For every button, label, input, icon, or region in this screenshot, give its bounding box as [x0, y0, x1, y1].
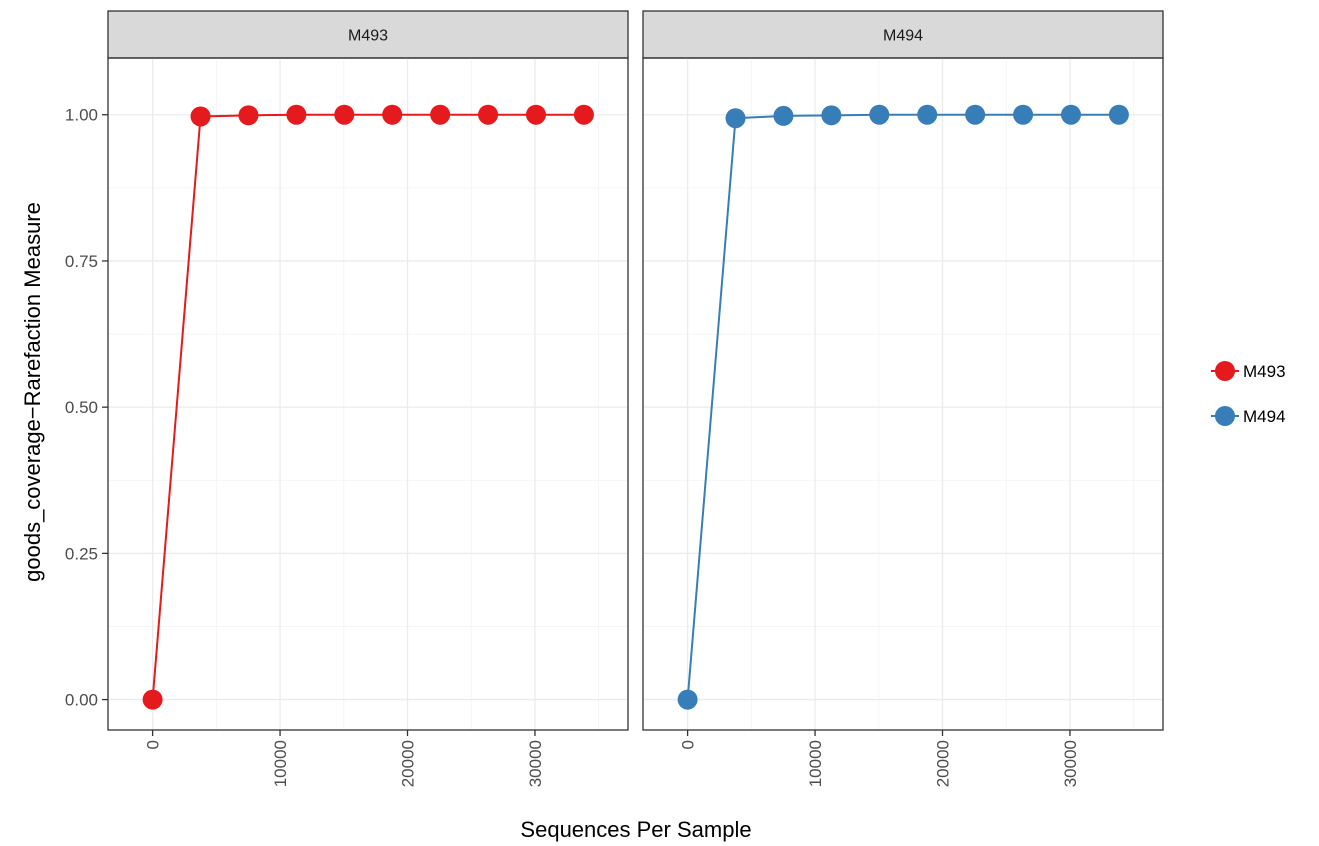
legend-item-m494: M494: [1211, 406, 1286, 426]
facet-strip-label: M494: [883, 28, 923, 45]
panel-m493: M493 0 10000 20000 30000 0.00 0.25 0.50 0.75 1.00: [65, 11, 628, 787]
x-tick-label: 0: [679, 740, 698, 749]
x-tick-label: 10000: [806, 740, 825, 787]
data-point: [191, 106, 211, 126]
panel-border: [643, 58, 1163, 730]
data-point: [1109, 105, 1129, 125]
data-point: [238, 105, 258, 125]
data-point: [869, 105, 889, 125]
data-point: [1013, 105, 1033, 125]
legend-key-point: [1215, 361, 1235, 381]
legend-label: M493: [1243, 362, 1286, 381]
x-tick-label: 0: [144, 740, 163, 749]
data-point: [821, 105, 841, 125]
data-point: [574, 105, 594, 125]
legend-item-m493: M493: [1211, 361, 1286, 381]
data-point: [1061, 105, 1081, 125]
x-tick-label: 20000: [934, 740, 953, 787]
data-point: [286, 105, 306, 125]
facet-strip-label: M493: [348, 28, 388, 45]
data-point: [478, 105, 498, 125]
x-tick-label: 30000: [526, 740, 545, 787]
data-point: [965, 105, 985, 125]
y-tick-label: 0.25: [65, 544, 98, 563]
y-tick-label: 1.00: [65, 106, 98, 125]
data-point: [526, 105, 546, 125]
x-axis-title: Sequences Per Sample: [520, 817, 751, 842]
data-point: [678, 690, 698, 710]
x-tick-label: 30000: [1061, 740, 1080, 787]
data-point: [726, 108, 746, 128]
x-tick-label: 10000: [271, 740, 290, 787]
data-point: [430, 105, 450, 125]
panel-m494: M494 0 10000 20000 30000: [643, 11, 1163, 787]
legend-label: M494: [1243, 407, 1286, 426]
data-point: [773, 106, 793, 126]
legend-key-point: [1215, 406, 1235, 426]
data-point: [143, 690, 163, 710]
y-tick-label: 0.00: [65, 691, 98, 710]
panels: M493 0 10000 20000 30000 0.00 0.25 0.50 0.75 1.00…: [65, 11, 1163, 787]
y-tick-label: 0.75: [65, 252, 98, 271]
data-point: [917, 105, 937, 125]
panel-border: [108, 58, 628, 730]
y-axis-title: goods_coverage−Rarefaction Measure: [20, 202, 45, 582]
data-point: [334, 105, 354, 125]
legend: M493 M494: [1211, 361, 1286, 426]
x-tick-label: 20000: [399, 740, 418, 787]
data-point: [382, 105, 402, 125]
y-tick-label: 0.50: [65, 398, 98, 417]
